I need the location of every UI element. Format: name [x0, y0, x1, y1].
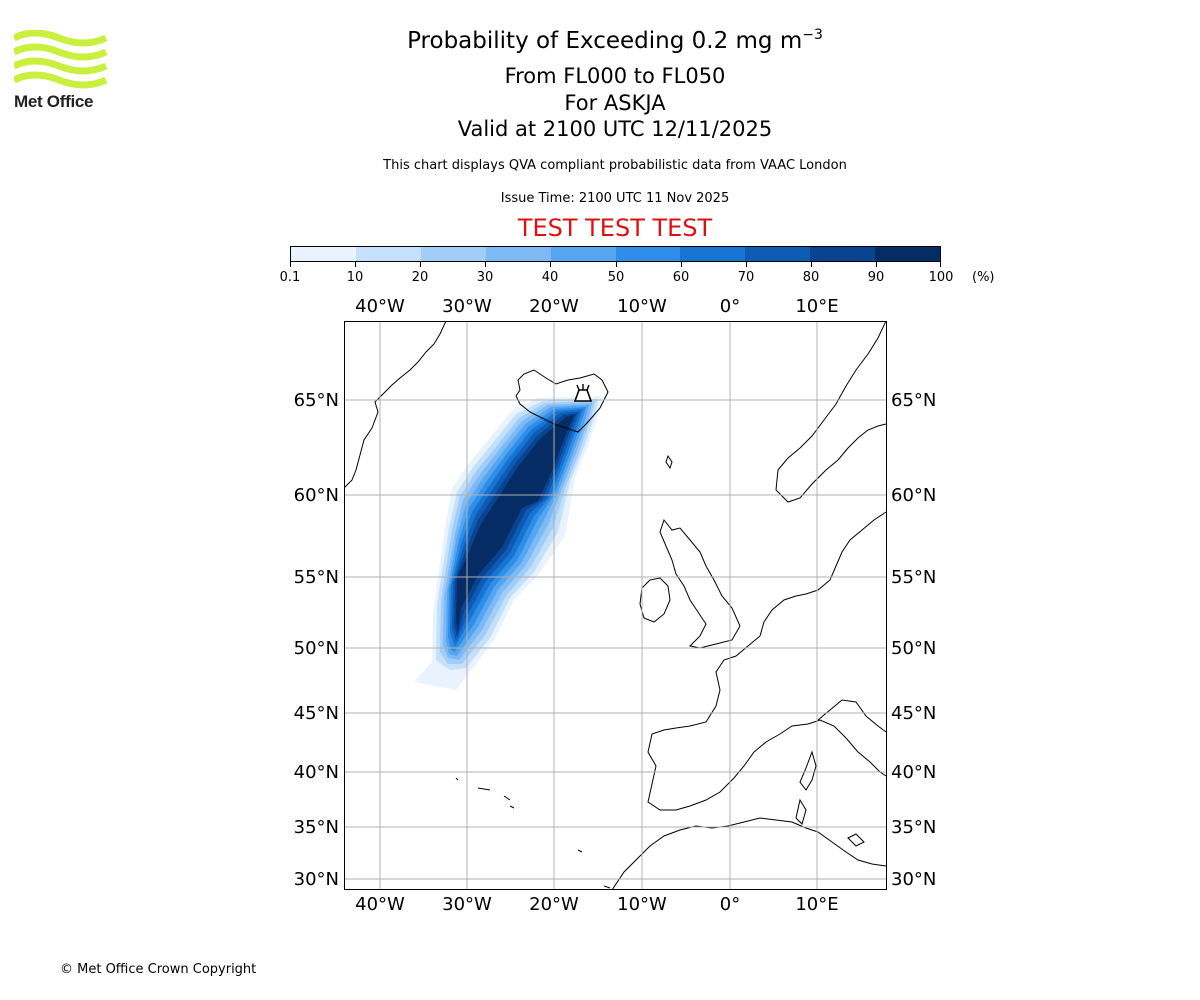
lon-label: 30°W	[442, 296, 492, 317]
graticule	[344, 321, 887, 890]
lat-label: 55°N	[891, 567, 936, 588]
flight-level-range: From FL000 to FL050	[504, 64, 726, 88]
colorbar-segment	[875, 247, 941, 261]
chart-title: Probability of Exceeding 0.2 mg m−3	[0, 27, 1200, 54]
chart-title-exponent: −3	[802, 27, 823, 43]
sicily-coast	[847, 833, 865, 847]
colorbar-tick-label: 50	[607, 270, 625, 285]
latitude-labels-right: 65°N 60°N 55°N 50°N 45°N 40°N 35°N 30°N	[891, 390, 936, 890]
colorbar-tick	[355, 262, 356, 267]
corsica-coast	[799, 750, 817, 791]
lat-label: 65°N	[891, 390, 936, 411]
lon-label: 0°	[720, 296, 740, 317]
volcano-icon	[573, 384, 593, 402]
greenland-coast	[344, 321, 447, 489]
colorbar-tick-label: 10	[346, 270, 364, 285]
lon-label: 40°W	[355, 894, 405, 915]
valid-time: Valid at 2100 UTC 12/11/2025	[457, 117, 773, 141]
lat-label: 30°N	[891, 869, 936, 890]
map-background	[344, 321, 887, 890]
scandinavia-coast	[775, 321, 887, 503]
colorbar-segment	[745, 247, 811, 261]
adriatic-coast	[817, 699, 887, 733]
lat-label: 60°N	[294, 485, 339, 506]
north-africa-coast	[611, 817, 887, 890]
met-office-logo-text: Met Office	[14, 92, 94, 111]
great-britain-coast	[659, 518, 741, 649]
colorbar-tick-label: 70	[737, 270, 755, 285]
colorbar-tick	[616, 262, 617, 267]
probability-colorbar	[290, 246, 941, 262]
latitude-labels-left: 65°N 60°N 55°N 50°N 45°N 40°N 35°N 30°N	[294, 390, 339, 890]
volcano-name: For ASKJA	[564, 91, 666, 115]
test-banner: TEST TEST TEST	[517, 214, 713, 242]
lon-label: 10°W	[617, 894, 667, 915]
longitude-labels-bottom: 40°W 30°W 20°W 10°W 0° 10°E	[355, 894, 838, 915]
colorbar-segment	[680, 247, 746, 261]
lon-label: 30°W	[442, 894, 492, 915]
colorbar-segment	[485, 247, 551, 261]
colorbar-tick-label: 20	[411, 270, 429, 285]
colorbar-tick	[681, 262, 682, 267]
ash-plume	[414, 396, 602, 690]
copyright-notice: © Met Office Crown Copyright	[60, 962, 257, 977]
colorbar-tick	[550, 262, 551, 267]
colorbar-segment	[355, 247, 421, 261]
lat-label: 60°N	[891, 485, 936, 506]
coastlines	[344, 321, 887, 890]
lat-label: 45°N	[294, 703, 339, 724]
lon-label: 10°E	[795, 296, 838, 317]
colorbar-tick-label: 80	[802, 270, 820, 285]
colorbar-segment	[810, 247, 876, 261]
colorbar-segment	[550, 247, 616, 261]
colorbar-tick	[940, 262, 941, 267]
colorbar-tick	[420, 262, 421, 267]
met-office-logo-icon	[14, 30, 108, 89]
lat-label: 45°N	[891, 703, 936, 724]
colorbar-tick	[485, 262, 486, 267]
colorbar-segment	[291, 247, 356, 261]
lat-label: 40°N	[891, 762, 936, 783]
map-frame	[344, 321, 887, 890]
issue-time: Issue Time: 2100 UTC 11 Nov 2025	[500, 191, 730, 206]
lon-label: 10°E	[795, 894, 838, 915]
lat-label: 50°N	[891, 638, 936, 659]
lon-label: 10°W	[617, 296, 667, 317]
colorbar-tick-label: 90	[867, 270, 885, 285]
colorbar-tick	[746, 262, 747, 267]
colorbar-tick-label: 0.1	[279, 270, 301, 285]
colorbar-tick-label: 40	[541, 270, 559, 285]
lat-label: 65°N	[294, 390, 339, 411]
lat-label: 50°N	[294, 638, 339, 659]
colorbar-segment	[420, 247, 486, 261]
lon-label: 40°W	[355, 296, 405, 317]
lat-label: 40°N	[294, 762, 339, 783]
lon-label: 20°W	[529, 296, 579, 317]
madeira-coast	[577, 849, 611, 889]
longitude-labels-top: 40°W 30°W 20°W 10°W 0° 10°E	[355, 296, 838, 317]
colorbar-tick-label: 30	[476, 270, 494, 285]
lon-label: 20°W	[529, 894, 579, 915]
iceland-coast	[515, 369, 609, 433]
colorbar-tick	[876, 262, 877, 267]
chart-title-main: Probability of Exceeding 0.2 mg m	[407, 28, 803, 54]
data-disclaimer: This chart displays QVA compliant probab…	[383, 158, 847, 173]
lon-label: 0°	[720, 894, 740, 915]
colorbar-tick	[811, 262, 812, 267]
colorbar-tick-label: 60	[672, 270, 690, 285]
lat-label: 55°N	[294, 567, 339, 588]
faroe-coast	[665, 454, 673, 470]
lat-label: 35°N	[891, 817, 936, 838]
colorbar-tick-label: 100	[928, 270, 954, 285]
lat-label: 35°N	[294, 817, 339, 838]
colorbar-tick	[290, 262, 291, 267]
colorbar-segment	[615, 247, 681, 261]
sardinia-coast	[795, 798, 807, 825]
azores-coast	[455, 777, 515, 809]
colorbar-unit: (%)	[972, 270, 995, 285]
continental-europe-coast	[647, 511, 887, 811]
lat-label: 30°N	[294, 869, 339, 890]
